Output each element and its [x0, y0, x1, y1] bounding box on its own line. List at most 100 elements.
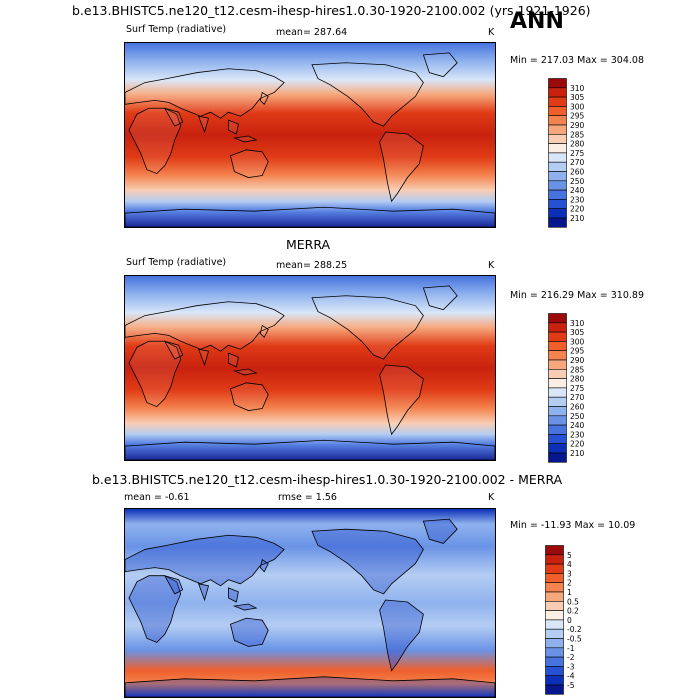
colorbar-swatch	[545, 656, 564, 667]
continent-outline	[229, 149, 269, 178]
colorbar-tick-label: 230	[570, 195, 585, 204]
colorbar-tick-label: 210	[570, 214, 585, 223]
colorbar-tick-label: -4	[567, 672, 575, 681]
colorbar-swatch	[545, 638, 564, 649]
colorbar-swatch	[545, 647, 564, 658]
colorbar-swatch	[548, 152, 567, 163]
colorbar-svg: 3103053002952902852802752702602502402302…	[548, 313, 585, 463]
colorbar-swatch	[545, 582, 564, 593]
colorbar-tick-label: 0	[567, 616, 572, 625]
colorbar-swatch	[548, 133, 567, 144]
colorbar-tick-label: -0.2	[567, 625, 582, 634]
panel3-map	[124, 508, 496, 698]
continent-outline	[128, 107, 182, 175]
colorbar-tick-label: 260	[570, 168, 585, 177]
continent-outline	[259, 558, 269, 573]
colorbar-swatch	[548, 359, 567, 370]
continent-outline	[125, 68, 285, 119]
colorbar-tick-label: 1	[567, 588, 572, 597]
continent-outline	[229, 617, 269, 647]
colorbar-swatch	[548, 415, 567, 426]
continent-outline	[311, 62, 424, 127]
continent-outline	[228, 587, 258, 611]
colorbar-tick-label: 220	[570, 205, 585, 214]
colorbar-swatch	[548, 124, 567, 135]
continent-outline	[379, 599, 424, 672]
map-svg	[125, 43, 495, 227]
panel1-title: b.e13.BHISTC5.ne120_t12.cesm-ihesp-hires…	[72, 3, 591, 18]
colorbar-tick-label: 240	[570, 186, 585, 195]
panel2-units-label: K	[488, 260, 495, 271]
colorbar-tick-label: 280	[570, 375, 585, 384]
panel2-title: MERRA	[286, 237, 331, 252]
panel3-rmse-label: rmse = 1.56	[278, 492, 337, 503]
continent-outline	[125, 439, 495, 460]
colorbar-tick-label: 270	[570, 393, 585, 402]
colorbar-swatch	[548, 78, 567, 89]
colorbar-swatch	[548, 208, 567, 219]
colorbar-swatch	[548, 322, 567, 333]
panel1-mean-label: mean= 287.64	[276, 27, 348, 38]
colorbar-tick-label: 4	[567, 560, 572, 569]
colorbar-tick-label: 275	[570, 149, 585, 158]
colorbar-swatch	[548, 331, 567, 342]
continent-outline	[422, 518, 458, 544]
colorbar-tick-label: 0.2	[567, 607, 579, 616]
continent-outline	[422, 52, 458, 78]
colorbar-tick-label: 275	[570, 384, 585, 393]
colorbar-swatch	[548, 87, 567, 98]
colorbar-swatch	[548, 199, 567, 210]
panel1-minmax: Min = 217.03 Max = 304.08	[510, 55, 644, 66]
colorbar-swatch	[548, 406, 567, 417]
continent-outline	[228, 119, 258, 143]
continent-outline	[128, 575, 182, 643]
panel3-title: b.e13.BHISTC5.ne120_t12.cesm-ihesp-hires…	[92, 472, 563, 487]
colorbar-tick-label: -3	[567, 662, 575, 671]
colorbar-tick-label: 210	[570, 449, 585, 458]
colorbar-swatch	[548, 396, 567, 407]
colorbar-tick-label: 5	[567, 551, 572, 560]
continent-outline	[125, 206, 495, 227]
colorbar-tick-label: -0.5	[567, 635, 582, 644]
panel2-colorbar: 310 305 300 295 290 285 280 275 270 260 250 240 230 2…	[548, 313, 608, 464]
continent-outline	[422, 285, 458, 311]
colorbar-swatch	[545, 610, 564, 621]
colorbar-swatch	[545, 563, 564, 574]
colorbar-swatch	[545, 628, 564, 639]
colorbar-tick-label: 285	[570, 130, 585, 139]
colorbar-tick-label: 295	[570, 112, 585, 121]
colorbar-tick-label: -1	[567, 644, 575, 653]
colorbar-swatch	[548, 452, 567, 463]
panel3-units-label: K	[488, 492, 495, 503]
map-svg	[125, 509, 495, 697]
colorbar-tick-label: 310	[570, 84, 585, 93]
continent-outline	[311, 295, 424, 360]
colorbar-swatch	[548, 313, 567, 324]
map-svg	[125, 276, 495, 460]
continent-outline	[259, 324, 269, 339]
colorbar-tick-label: 250	[570, 412, 585, 421]
colorbar-swatch	[548, 217, 567, 228]
colorbar-swatch	[548, 387, 567, 398]
panel2-minmax: Min = 216.29 Max = 310.89	[510, 290, 644, 301]
panel3-mean-label: mean = -0.61	[124, 492, 190, 503]
colorbar-tick-label: 260	[570, 403, 585, 412]
continent-outline	[125, 676, 495, 697]
season-label: ANN	[510, 9, 564, 34]
colorbar-tick-label: -2	[567, 653, 575, 662]
colorbar-swatch	[548, 424, 567, 435]
panel2-map	[124, 275, 496, 461]
colorbar-swatch	[545, 573, 564, 583]
colorbar-swatch	[548, 434, 567, 445]
colorbar-tick-label: -5	[567, 681, 575, 690]
panel2-variable-label: Surf Temp (radiative)	[126, 257, 227, 268]
colorbar-swatch	[545, 600, 564, 611]
continent-outline	[311, 528, 424, 595]
panel1-map	[124, 42, 496, 228]
panel3-colorbar: 5 4 3 2 1 0.5 0.2 0 -0.2 -0.5 -1 -2 -3 -4 -5	[545, 545, 605, 696]
colorbar-tick-label: 310	[570, 319, 585, 328]
continent-outline	[125, 301, 285, 352]
panel1-variable-label: Surf Temp (radiative)	[126, 24, 227, 35]
continent-outline	[128, 340, 182, 408]
